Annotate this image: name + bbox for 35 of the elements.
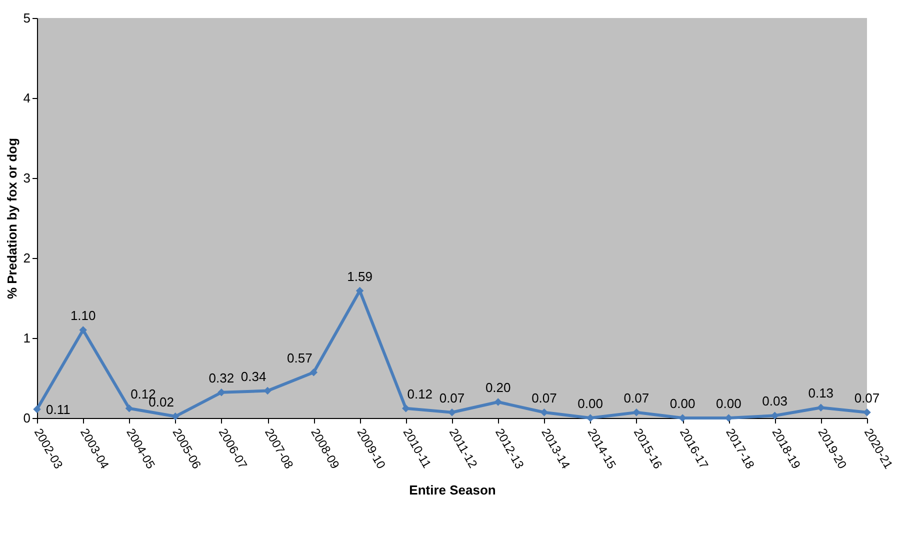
y-axis-title: % Predation by fox or dog <box>4 138 20 300</box>
point <box>402 404 410 412</box>
x-axis-title: Entire Season <box>409 482 496 498</box>
y-tick-label: 5 <box>23 10 30 26</box>
point <box>494 398 502 406</box>
data-label: 0.12 <box>407 386 433 402</box>
point <box>448 408 456 416</box>
data-label: 0.11 <box>46 402 70 418</box>
point <box>79 326 87 334</box>
data-label: 0.07 <box>624 390 650 406</box>
point <box>310 368 318 376</box>
data-label: 0.34 <box>240 368 266 384</box>
point <box>33 405 41 414</box>
data-label: 0.13 <box>808 386 834 401</box>
y-tick-label: 2 <box>23 250 30 266</box>
data-label: 0.07 <box>532 390 557 406</box>
data-label: 0.20 <box>485 380 511 395</box>
data-label: 0.03 <box>762 394 788 409</box>
data-label: 1.10 <box>70 308 96 323</box>
data-label: 0.57 <box>287 350 312 366</box>
y-tick-label: 3 <box>23 170 30 186</box>
y-tick-label: 1 <box>23 330 30 346</box>
point <box>125 404 134 412</box>
y-tick-label: 4 <box>23 90 30 106</box>
point <box>863 408 871 416</box>
data-label: 1.59 <box>347 268 372 284</box>
data-label: 0.00 <box>670 396 696 411</box>
data-label: 0.07 <box>439 390 465 406</box>
point <box>632 408 640 416</box>
y-tick-label: 0 <box>23 410 30 426</box>
data-label: 0.00 <box>716 396 742 411</box>
data-label: 0.00 <box>578 396 603 411</box>
data-label: 0.07 <box>854 390 880 406</box>
data-label: 0.32 <box>208 370 234 386</box>
point <box>171 412 180 420</box>
